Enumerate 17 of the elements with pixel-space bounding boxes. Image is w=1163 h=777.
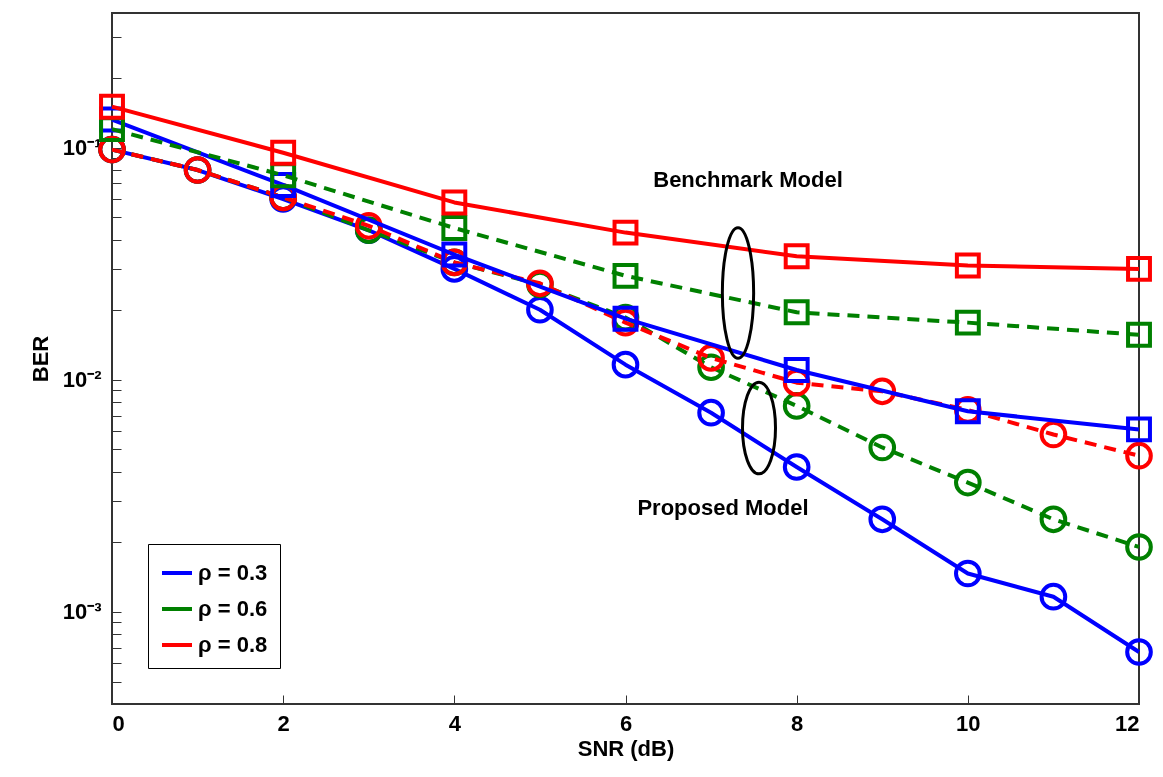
legend-label: ρ = 0.8	[198, 632, 268, 657]
y-axis-title: BER	[27, 335, 53, 383]
y-tick-label: 10⁻³	[62, 599, 102, 625]
x-tick-label: 10	[956, 710, 981, 736]
x-tick-label: 8	[791, 710, 804, 736]
x-tick-label: 4	[448, 710, 462, 736]
x-tick-label: 2	[277, 710, 290, 736]
x-tick-label: 6	[619, 710, 633, 736]
legend-label: ρ = 0.3	[198, 560, 268, 585]
x-axis-title: SNR (dB)	[577, 735, 675, 761]
x-tick-label: 0	[112, 710, 125, 736]
y-tick-label: 10⁻¹	[62, 135, 102, 161]
annotation: Proposed Model	[637, 495, 809, 520]
y-tick-label: 10⁻²	[62, 367, 102, 393]
x-tick-label: 12	[1115, 710, 1140, 736]
annotation: Benchmark Model	[653, 167, 843, 192]
legend-label: ρ = 0.6	[198, 596, 268, 621]
